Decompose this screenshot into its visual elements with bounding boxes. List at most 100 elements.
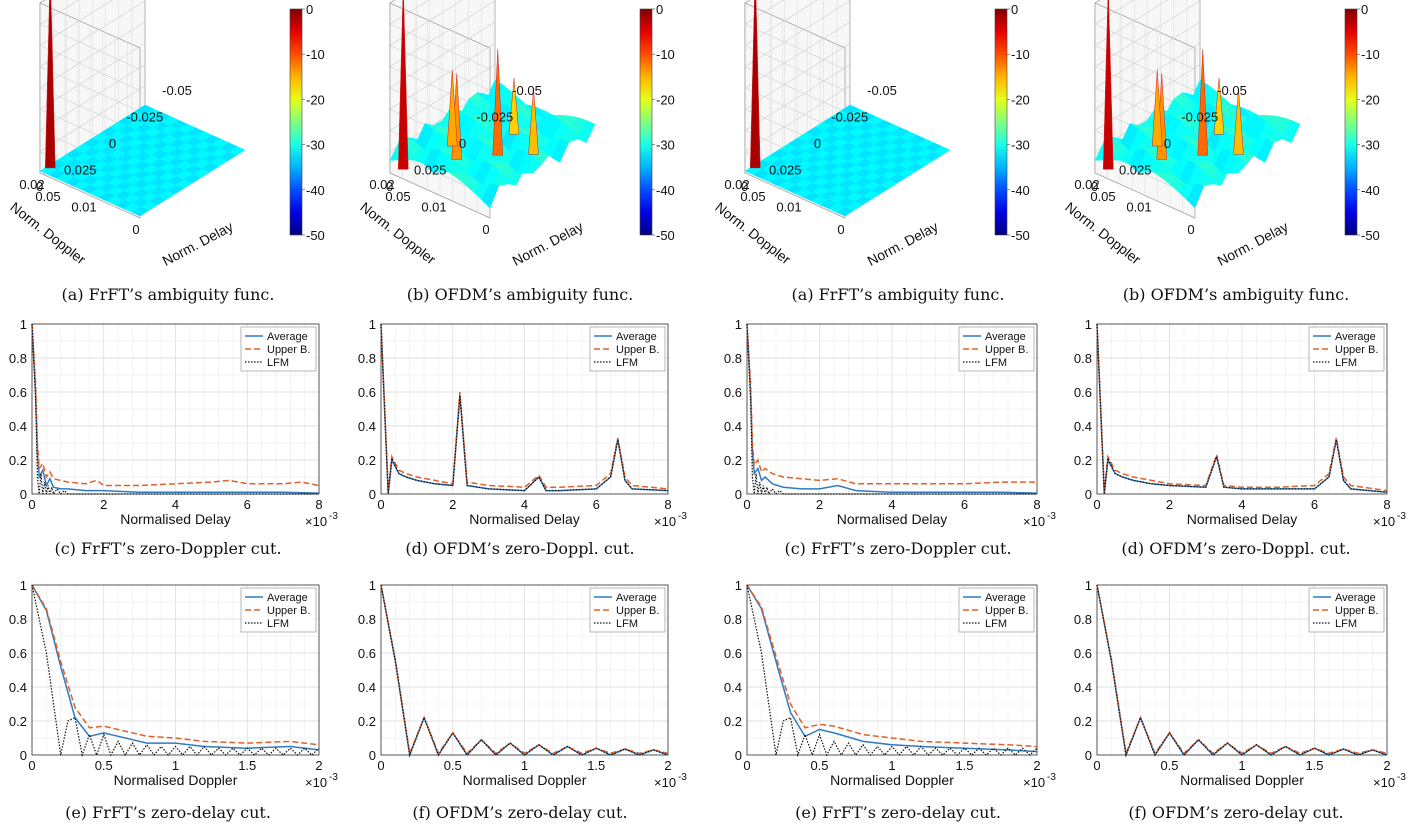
y-tick-label: 0.6 [358, 385, 376, 400]
legend-label: Upper B. [1335, 605, 1378, 617]
delay-tick-label: 0.025 [414, 163, 447, 178]
y-tick-label: 0.4 [358, 680, 376, 695]
series-line-2 [746, 584, 1038, 758]
legend-label: Upper B. [985, 344, 1028, 356]
series-line-1 [1096, 323, 1388, 492]
surface-patch [552, 115, 571, 122]
caption-d: (d) OFDM’s zero-Doppl. cut. [1121, 539, 1350, 558]
x-tick-label: 0 [1093, 497, 1100, 512]
x-exponent-power: -3 [678, 772, 687, 783]
colorbar-tick-label: -10 [656, 47, 675, 62]
y-tick-label: 0 [20, 487, 27, 502]
caption-f: (f) OFDM’s zero-delay cut. [1128, 803, 1343, 822]
colorbar-tick-label: 0 [1011, 2, 1018, 17]
doppler-tick-label: 0 [1187, 222, 1194, 237]
legend-label: Upper B. [985, 605, 1028, 617]
colorbar-tick-label: -20 [1011, 92, 1030, 107]
x-exponent: ×10 [305, 775, 327, 790]
colorbar-tick-label: -20 [656, 92, 675, 107]
legend-box [240, 326, 317, 372]
x-tick-label: 0.5 [95, 758, 113, 773]
z-tick-label: 0 [1091, 179, 1098, 194]
caption-b: (b) OFDM’s ambiguity func. [1123, 285, 1350, 304]
doppler-tick-label: 0 [132, 222, 139, 237]
series-line-2 [31, 584, 320, 758]
legend-label: Average [616, 331, 657, 343]
surface-peak [397, 0, 409, 170]
legend-box [1308, 326, 1385, 372]
x-exponent: ×10 [654, 514, 676, 529]
legend-label: LFM [267, 357, 289, 369]
surface-peak [508, 78, 520, 135]
y-tick-label: 1 [20, 317, 27, 332]
y-tick-label: 0.4 [724, 680, 742, 695]
x-tick-label: 0.5 [810, 758, 828, 773]
x-tick-label: 1.5 [1305, 758, 1323, 773]
legend-label: LFM [985, 618, 1007, 630]
x-exponent-power: -3 [1047, 772, 1056, 783]
series-line-2 [1096, 584, 1388, 758]
y-tick-label: 0.4 [9, 419, 27, 434]
x-exponent-power: -3 [1047, 511, 1056, 522]
delay-tick-label: -0.025 [126, 110, 163, 125]
z-tick-label: 0 [741, 179, 748, 194]
legend-label: Upper B. [1335, 344, 1378, 356]
y-tick-label: 0.6 [1074, 385, 1092, 400]
surface-peak [1233, 88, 1244, 155]
line-plot-d-right: 0 0.2 0.4 0.6 0.8 1 0 2 4 6 8 Normalised Delay ×10 -3… [1074, 317, 1406, 529]
legend-box [589, 587, 666, 633]
y-tick-label: 0.6 [724, 646, 742, 661]
y-tick-label: 0.2 [724, 714, 742, 729]
y-tick-label: 0.8 [1074, 351, 1092, 366]
x-axis-label: Normalised Delay [1187, 511, 1297, 527]
wall-gridline [39, 0, 146, 113]
legend-box [240, 587, 317, 633]
colorbar-tick-label: -10 [1361, 47, 1380, 62]
legend-label: Average [1335, 592, 1376, 604]
doppler-tick-label: 0.01 [776, 200, 801, 215]
y-tick-label: 0.8 [724, 612, 742, 627]
x-exponent: ×10 [1373, 775, 1395, 790]
colorbar-tick-label: -40 [1361, 183, 1380, 198]
surface-peak [528, 88, 539, 155]
x-tick-label: 0.5 [1160, 758, 1178, 773]
x-tick-label: 1.5 [587, 758, 605, 773]
legend-label: Upper B. [616, 344, 659, 356]
line-plot-e-right: 0 0.2 0.4 0.6 0.8 1 0 0.5 1 1.5 2 Normalised Dopple… [724, 578, 1056, 790]
surface-peak [446, 70, 458, 147]
doppler-tick-label: 0.02 [369, 177, 394, 192]
z-tick-label: 0 [36, 179, 43, 194]
delay-tick-label: 0 [109, 136, 116, 151]
y-tick-label: 0.8 [724, 351, 742, 366]
x-exponent: ×10 [1373, 514, 1395, 529]
colorbar-tick-label: -50 [306, 228, 325, 243]
y-tick-label: 0.4 [724, 419, 742, 434]
y-tick-label: 0.2 [9, 714, 27, 729]
surface-peak [44, 0, 56, 169]
series-line-1 [31, 323, 320, 487]
y-tick-label: 0.8 [358, 612, 376, 627]
legend-label: Upper B. [267, 344, 310, 356]
colorbar-tick-label: -30 [1361, 138, 1380, 153]
line-plot-c-left: 0 0.2 0.4 0.6 0.8 1 0 2 4 6 8 Normalised Delay ×10 -3… [9, 317, 338, 529]
x-tick-label: 0 [28, 758, 35, 773]
caption-f: (f) OFDM’s zero-delay cut. [412, 803, 627, 822]
x-exponent: ×10 [305, 514, 327, 529]
y-tick-label: 1 [1085, 578, 1092, 593]
legend-label: LFM [616, 618, 638, 630]
y-tick-label: 0.8 [9, 351, 27, 366]
surface-peak [1102, 0, 1114, 170]
wall-gridline [744, 0, 851, 113]
caption-a: (a) FrFT’s ambiguity func. [62, 285, 275, 304]
plot-frame [380, 323, 669, 495]
x-axis-label: Normalised Delay [120, 511, 230, 527]
line-plot-d-left: 0 0.2 0.4 0.6 0.8 1 0 2 4 6 8 Normalised Delay ×10 -3… [358, 317, 687, 529]
y-tick-label: 1 [369, 578, 376, 593]
x-tick-label: 8 [1383, 497, 1390, 512]
wall-gridline [39, 0, 141, 70]
legend-box [958, 587, 1035, 633]
legend-label: Average [1335, 331, 1376, 343]
plot-frame [31, 584, 320, 756]
delay-tick-label: -0.05 [867, 83, 897, 98]
doppler-tick-label: 0 [837, 222, 844, 237]
